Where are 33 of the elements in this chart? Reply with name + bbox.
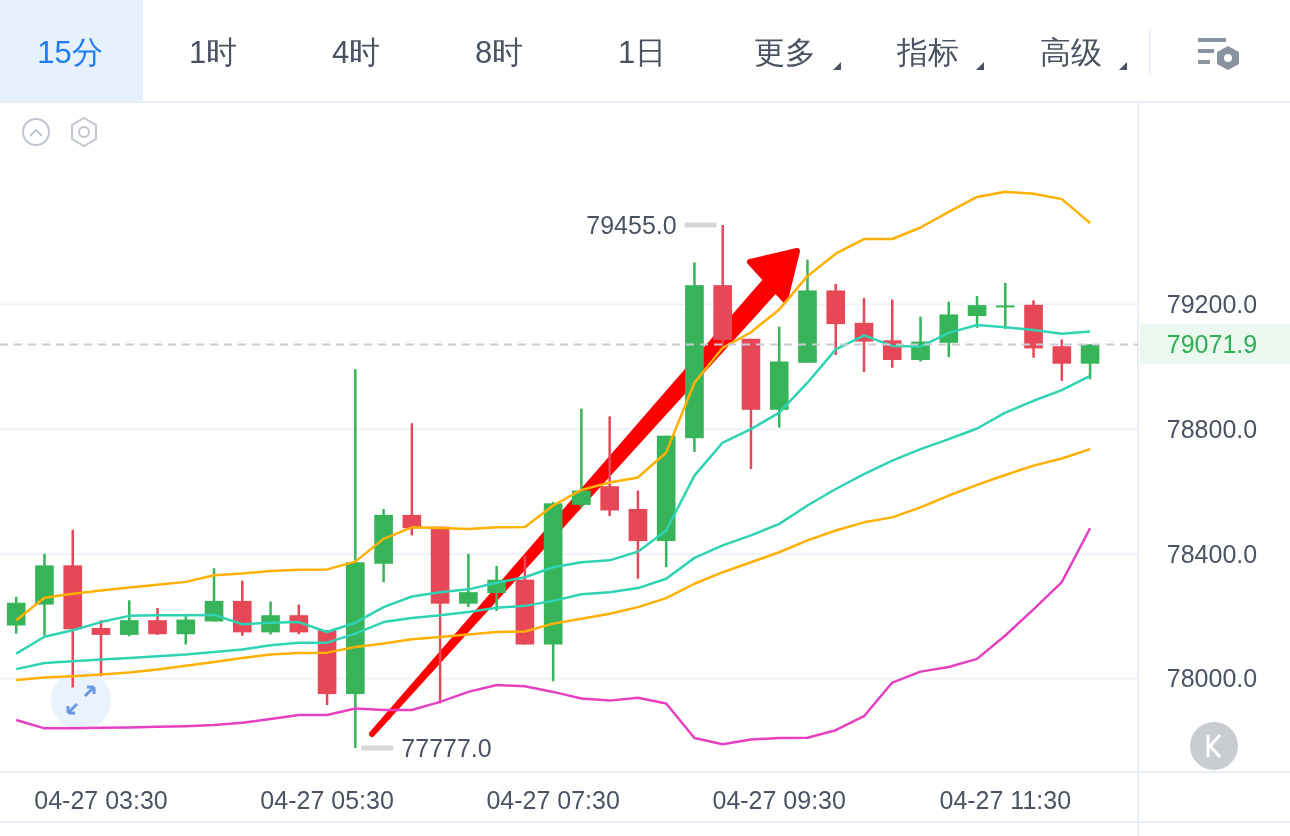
candlestick bbox=[176, 614, 196, 646]
text: 1日 bbox=[617, 35, 667, 70]
y-tick-label: 79200.0 bbox=[1166, 290, 1258, 319]
line-series bbox=[14, 447, 1092, 682]
candlestick bbox=[6, 595, 26, 635]
candlestick bbox=[459, 552, 478, 609]
annotation: 79455.0 bbox=[586, 211, 677, 239]
x-tick-label: 04-27 09:30 bbox=[712, 786, 846, 814]
candlestick bbox=[572, 407, 591, 509]
text: 1时 bbox=[188, 35, 238, 70]
candlestick bbox=[967, 294, 987, 330]
candlestick bbox=[995, 281, 1015, 331]
candlestick bbox=[119, 599, 139, 638]
y-tick-label: 78000.0 bbox=[1166, 664, 1258, 693]
candlestick bbox=[148, 606, 167, 637]
y-tick-label: 78400.0 bbox=[1166, 539, 1258, 568]
candlestick bbox=[1052, 338, 1072, 383]
x-tick-label: 04-27 03:30 bbox=[34, 786, 168, 814]
candlestick bbox=[1080, 343, 1100, 381]
line-series bbox=[14, 323, 1092, 655]
ref-line-label: 79071.9 bbox=[1166, 330, 1258, 359]
text: 更多 bbox=[754, 35, 816, 70]
text: 8时 bbox=[474, 35, 524, 70]
text: 高级 bbox=[1040, 35, 1102, 70]
text: 4时 bbox=[331, 35, 381, 70]
line-series bbox=[14, 374, 1092, 671]
x-tick-label: 04-27 07:30 bbox=[486, 786, 620, 814]
y-tick-label: 78800.0 bbox=[1166, 415, 1258, 444]
x-tick-label: 04-27 11:30 bbox=[939, 786, 1072, 814]
annotation: 77777.0 bbox=[401, 734, 492, 762]
x-tick-label: 04-27 05:30 bbox=[260, 786, 394, 814]
text: 15分 bbox=[37, 35, 103, 70]
text: 指标 bbox=[896, 35, 959, 70]
